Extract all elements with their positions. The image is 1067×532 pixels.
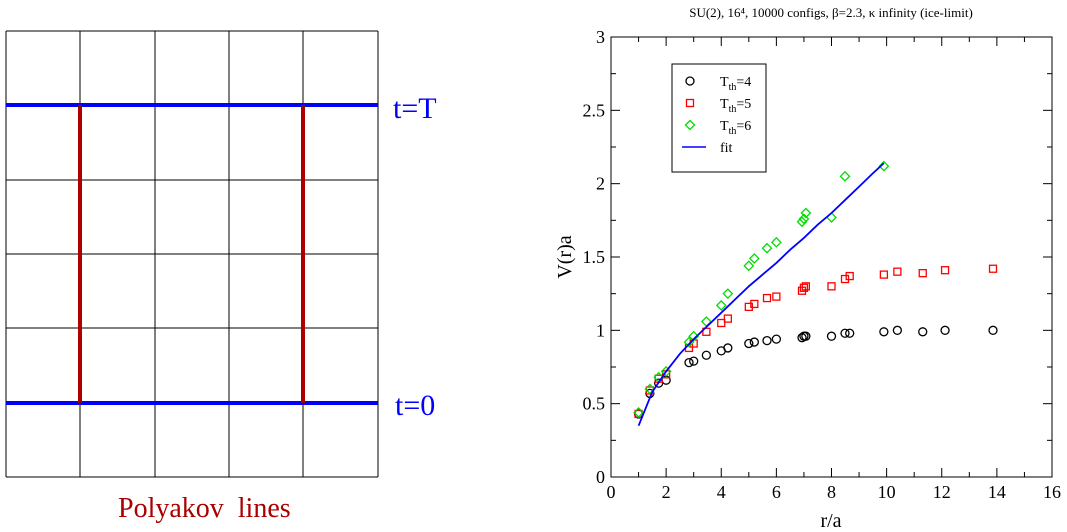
data-point bbox=[633, 407, 644, 418]
data-point bbox=[940, 266, 950, 275]
tick-labels: 0 2 4 6 8 10 12 14 16 0 0.5 1 1.5 2 2.5 3 bbox=[583, 27, 1062, 502]
data-point bbox=[750, 299, 759, 309]
data-point bbox=[839, 170, 851, 182]
data-point bbox=[761, 242, 773, 254]
legend-entry: Tth=4 bbox=[685, 75, 751, 93]
legend-marker bbox=[685, 98, 695, 108]
x-tick-label: 14 bbox=[988, 482, 1006, 502]
data-point bbox=[715, 299, 727, 311]
data-point bbox=[845, 328, 855, 338]
data-point bbox=[744, 338, 754, 349]
data-point bbox=[826, 331, 837, 341]
diagram-caption: Polyakov lines bbox=[118, 493, 291, 524]
x-axis-label: r/a bbox=[820, 510, 841, 532]
data-point bbox=[796, 216, 808, 228]
data-point bbox=[723, 314, 733, 323]
data-point bbox=[893, 267, 902, 276]
y-tick-label: 2.5 bbox=[583, 100, 606, 120]
lattice-grid bbox=[5, 30, 379, 478]
data-point bbox=[644, 383, 656, 395]
data-point bbox=[762, 335, 772, 346]
data-point bbox=[688, 330, 700, 342]
legend-marker bbox=[685, 76, 695, 86]
data-point bbox=[723, 343, 733, 353]
polyakov-lattice-diagram: t=T t=0 Polyakov lines bbox=[5, 30, 437, 524]
x-tick-label: 10 bbox=[878, 482, 896, 502]
legend-entry: Tth=5 bbox=[685, 97, 751, 115]
legend-box bbox=[671, 63, 767, 173]
legend-label: Tth=6 bbox=[720, 119, 751, 137]
data-point bbox=[701, 350, 712, 360]
data-point bbox=[879, 270, 889, 279]
legend-entry: fit bbox=[682, 141, 733, 156]
x-tick-label: 2 bbox=[662, 482, 671, 502]
x-tick-label: 4 bbox=[717, 482, 726, 502]
plot-frame bbox=[610, 36, 1053, 478]
data-point bbox=[772, 292, 781, 301]
data-point bbox=[827, 282, 836, 291]
x-tick-label: 0 bbox=[607, 482, 616, 502]
data-point bbox=[840, 328, 850, 338]
data-point bbox=[918, 327, 928, 337]
data-point bbox=[722, 288, 734, 300]
data-point bbox=[684, 357, 694, 368]
legend: Tth=4 Tth=5 Tth=6 fit bbox=[671, 63, 767, 173]
data-point bbox=[801, 282, 811, 291]
data-point bbox=[743, 260, 755, 272]
y-tick-label: 1.5 bbox=[583, 247, 606, 267]
data-point bbox=[988, 264, 998, 273]
data-point bbox=[770, 236, 782, 248]
data-point bbox=[892, 325, 903, 335]
label-t-equals-0: t=0 bbox=[395, 389, 435, 422]
data-point bbox=[749, 337, 759, 347]
x-tick-label: 16 bbox=[1043, 482, 1061, 502]
data-point bbox=[918, 268, 927, 278]
data-point bbox=[940, 325, 950, 335]
data-point bbox=[878, 160, 890, 172]
data-point bbox=[660, 365, 672, 377]
fit-line bbox=[637, 162, 885, 427]
chart-title: SU(2), 16⁴, 10000 configs, β=2.3, κ infi… bbox=[689, 5, 973, 20]
data-point bbox=[762, 293, 772, 303]
data-point bbox=[702, 327, 711, 336]
series-t-th-6 bbox=[633, 160, 890, 418]
potential-chart: SU(2), 16⁴, 10000 configs, β=2.3, κ infi… bbox=[554, 5, 1061, 532]
y-tick-label: 0 bbox=[596, 467, 605, 487]
legend-label: fit bbox=[720, 141, 733, 156]
series-t-th-5 bbox=[634, 264, 998, 419]
data-point bbox=[717, 318, 726, 328]
y-tick-label: 2 bbox=[596, 174, 605, 194]
data-point bbox=[800, 207, 812, 219]
data-point bbox=[801, 331, 811, 341]
data-point bbox=[689, 356, 699, 366]
data-point bbox=[798, 213, 810, 225]
series-fit bbox=[637, 162, 885, 427]
x-tick-label: 6 bbox=[772, 482, 781, 502]
x-tick-label: 12 bbox=[933, 482, 951, 502]
legend-entry: Tth=6 bbox=[684, 119, 751, 137]
series-layer bbox=[633, 160, 998, 427]
y-axis-label: V(r)a bbox=[554, 235, 576, 278]
data-point bbox=[799, 283, 809, 292]
data-point bbox=[988, 325, 998, 335]
data-point bbox=[826, 211, 837, 223]
y-tick-label: 1 bbox=[596, 320, 605, 340]
data-point bbox=[771, 334, 782, 344]
legend-label: Tth=4 bbox=[720, 75, 751, 93]
y-tick-label: 3 bbox=[596, 27, 605, 47]
data-point bbox=[845, 271, 854, 281]
label-t-equals-T: t=T bbox=[393, 92, 437, 125]
data-point bbox=[748, 253, 760, 264]
legend-label: Tth=5 bbox=[720, 97, 751, 115]
data-point bbox=[879, 327, 889, 337]
x-tick-label: 8 bbox=[827, 482, 836, 502]
y-tick-label: 0.5 bbox=[583, 394, 606, 414]
legend-marker bbox=[684, 119, 696, 131]
series-t-th-4 bbox=[633, 325, 998, 419]
